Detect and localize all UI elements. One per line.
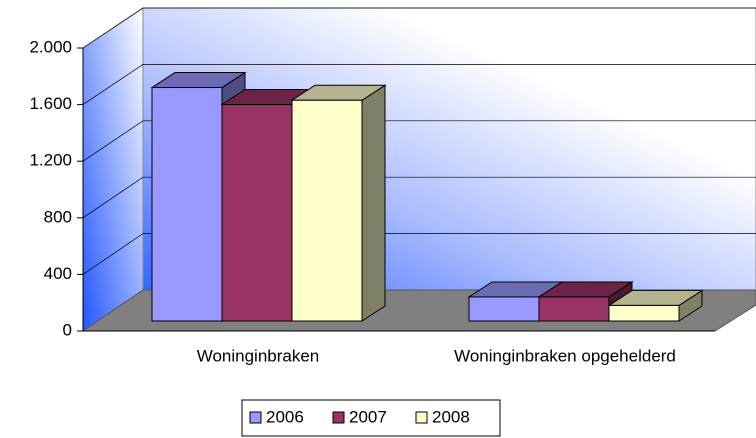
y-tick-label: 400 (44, 264, 72, 283)
y-tick-label: 1.200 (29, 151, 72, 170)
legend-label: 2008 (432, 407, 470, 426)
grid-line (82, 64, 756, 105)
grid-line (82, 7, 756, 49)
y-tick-label: 800 (44, 207, 72, 226)
grid-line (82, 233, 756, 275)
grid-line (82, 120, 756, 162)
legend-swatch (332, 411, 345, 424)
bar (538, 296, 610, 322)
legend-label: 2007 (349, 407, 387, 426)
y-tick-label: 0 (63, 320, 72, 339)
legend-swatch (249, 411, 262, 424)
y-tick-label: 2.000 (29, 37, 72, 56)
bar-side (361, 84, 386, 322)
legend-label: 2006 (266, 407, 304, 426)
grid-line (82, 176, 756, 219)
bar (151, 87, 223, 322)
legend (241, 399, 501, 437)
x-tick-label: Woninginbraken opgehelderd (454, 346, 676, 365)
x-tick-label: Woninginbraken (197, 346, 320, 365)
side-wall (82, 7, 144, 332)
y-tick-label: 1.600 (29, 94, 72, 113)
bar (291, 99, 363, 322)
bar (221, 104, 293, 322)
legend-swatch (415, 411, 428, 424)
bar (608, 304, 680, 322)
bar (468, 296, 540, 322)
